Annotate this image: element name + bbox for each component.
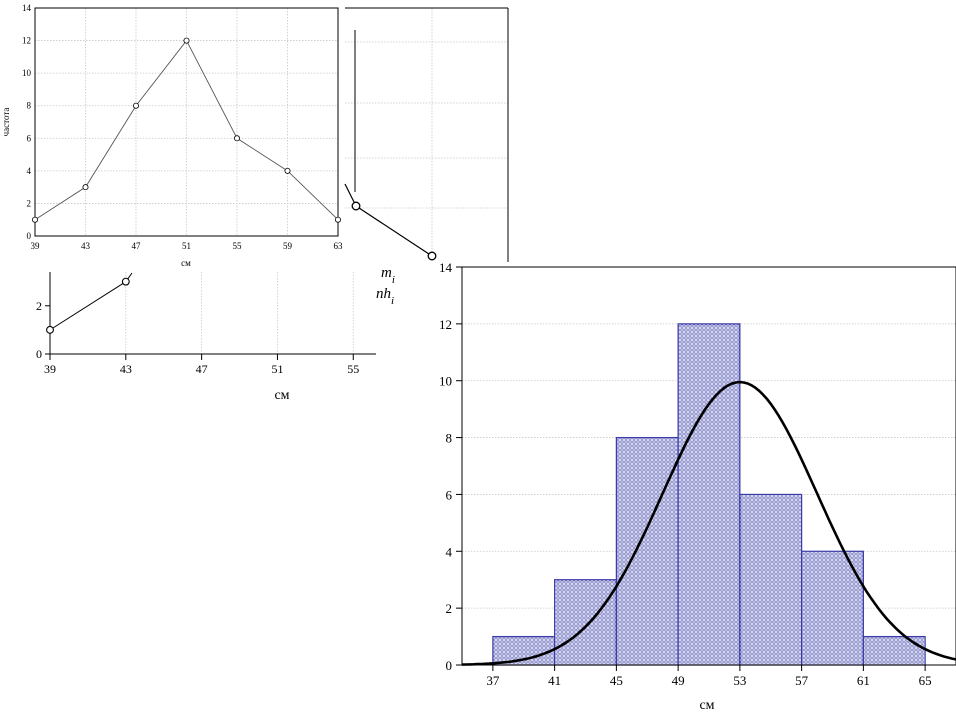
legend-item-nh: nhi (376, 286, 394, 307)
x-tick-label: 55 (233, 241, 243, 251)
x-tick-label: 61 (857, 673, 870, 688)
x-tick-label: 65 (919, 673, 932, 688)
x-axis-label: см (274, 388, 289, 403)
histogram-bar (554, 579, 617, 666)
histogram-bar (739, 493, 803, 666)
y-tick-label: 8 (446, 431, 453, 446)
y-tick-label: 0 (446, 658, 453, 673)
fragment-line (344, 183, 433, 257)
normal-curve (461, 380, 956, 666)
histogram-chart: 0 2 4 6 8 10 12 14 37 41 45 49 53 57 61 65 см (439, 260, 956, 713)
y-tick-label: 4 (446, 544, 453, 559)
x-tick-label: 59 (283, 241, 293, 251)
data-point (132, 102, 139, 109)
y-tick-label: 14 (439, 260, 453, 275)
y-tick-label: 8 (27, 101, 32, 111)
data-point (284, 167, 291, 174)
y-axis-label: частота (1, 108, 11, 137)
histogram-bar (492, 635, 556, 666)
data-point (183, 37, 190, 44)
fragment-point (427, 251, 437, 261)
polygon-line (34, 39, 339, 221)
histogram-bar (677, 323, 741, 666)
x-axis-label: см (699, 698, 714, 713)
y-tick-label: 4 (27, 166, 32, 176)
fragment-chart: mi nhi (344, 7, 509, 307)
y-tick-label: 10 (22, 68, 32, 78)
x-axis-label: см (181, 258, 191, 268)
x-tick-label: 53 (733, 673, 746, 688)
x-tick-label: 51 (271, 362, 283, 376)
x-tick-label: 37 (486, 673, 500, 688)
data-point (82, 184, 89, 191)
x-tick-label: 49 (672, 673, 685, 688)
x-tick-label: 51 (182, 241, 191, 251)
x-tick-label: 47 (196, 362, 208, 376)
y-tick-label: 2 (36, 299, 42, 313)
data-point (334, 216, 341, 223)
partial-polygon-chart: 39 43 47 51 55 0 2 см (36, 272, 376, 403)
data-point (121, 277, 130, 286)
y-tick-label: 10 (439, 374, 452, 389)
y-tick-label: 0 (27, 231, 32, 241)
x-tick-label: 43 (81, 241, 91, 251)
fragment-point (351, 201, 361, 211)
plot-frame (34, 7, 339, 237)
legend-item-m: mi (381, 265, 395, 286)
data-point (233, 135, 240, 142)
y-tick-label: 6 (27, 133, 32, 143)
partial-line (49, 281, 127, 331)
plot-frame (461, 266, 956, 666)
x-tick-label: 47 (132, 241, 142, 251)
data-point (46, 325, 54, 334)
x-tick-label: 45 (610, 673, 623, 688)
y-tick-label: 12 (22, 36, 31, 46)
x-tick-label: 39 (44, 362, 56, 376)
y-tick-label: 14 (22, 3, 32, 13)
x-tick-label: 57 (795, 673, 809, 688)
frequency-polygon-chart: 39 43 47 51 55 59 63 0 2 4 6 8 10 12 14 см частота (1, 3, 343, 268)
y-tick-label: 2 (446, 601, 453, 616)
histogram-bar (615, 436, 679, 666)
y-tick-label: 12 (439, 317, 452, 332)
data-point (32, 216, 39, 223)
histogram-bar (862, 635, 926, 666)
x-tick-label: 39 (31, 241, 41, 251)
x-tick-label: 43 (120, 362, 132, 376)
legend: mi nhi (376, 265, 395, 307)
x-tick-label: 55 (347, 362, 359, 376)
y-tick-label: 0 (36, 347, 42, 361)
x-tick-label: 41 (548, 673, 561, 688)
x-tick-label: 63 (334, 241, 344, 251)
y-tick-label: 6 (446, 487, 453, 502)
y-tick-label: 2 (27, 198, 32, 208)
